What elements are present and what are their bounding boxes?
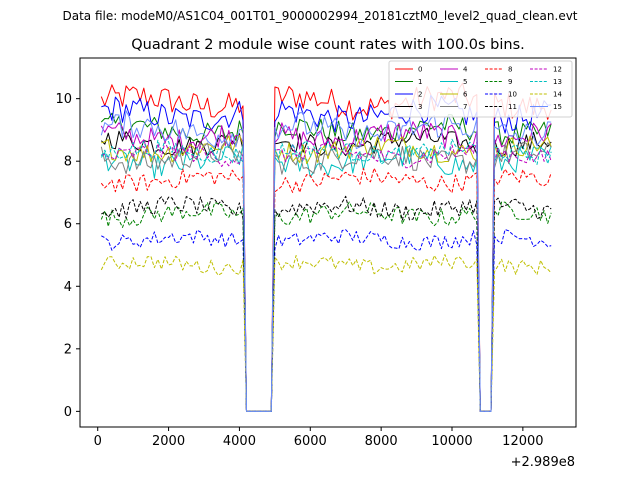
chart-suptitle: Data file: modeM0/AS1C04_001T01_90000029…: [62, 9, 577, 23]
series-line-8: [100, 167, 552, 412]
legend-label: 2: [418, 91, 422, 99]
legend-label: 4: [463, 66, 468, 74]
legend-label: 10: [508, 91, 517, 99]
series-line-7: [100, 141, 552, 412]
legend-label: 6: [463, 91, 468, 99]
legend-label: 3: [418, 103, 422, 111]
x-tick-label: 8000: [365, 434, 398, 449]
series-line-4: [100, 121, 552, 412]
y-tick-label: 10: [55, 92, 72, 107]
legend-label: 1: [418, 78, 422, 86]
y-tick-label: 2: [64, 342, 72, 357]
series-layer: [100, 82, 552, 412]
legend-label: 13: [553, 78, 562, 86]
x-offset-label: +2.989e8: [511, 455, 575, 470]
y-tick-label: 6: [64, 217, 72, 232]
y-tick-label: 8: [64, 155, 72, 170]
y-tick-label: 0: [64, 405, 72, 420]
legend-label: 0: [418, 66, 422, 74]
y-tick-label: 4: [64, 280, 72, 295]
series-line-13: [100, 138, 552, 412]
legend-label: 12: [553, 66, 562, 74]
legend-label: 8: [508, 66, 512, 74]
x-tick-label: 10000: [431, 434, 472, 449]
x-tick-label: 4000: [223, 434, 256, 449]
series-line-6: [101, 134, 552, 412]
series-line-10: [101, 229, 552, 412]
legend-label: 15: [553, 103, 562, 111]
legend-label: 14: [553, 91, 562, 99]
x-tick-label: 2000: [152, 434, 185, 449]
series-line-14: [100, 254, 552, 412]
series-line-15: [100, 110, 552, 412]
series-line-9: [100, 201, 552, 412]
x-tick-label: 6000: [294, 434, 327, 449]
axes-frame: [79, 57, 577, 428]
x-tick-label: 12000: [502, 434, 543, 449]
chart-title: Quadrant 2 module wise count rates with …: [131, 37, 525, 53]
legend-label: 9: [508, 78, 512, 86]
legend-label: 7: [463, 103, 467, 111]
series-line-12: [101, 141, 552, 412]
x-tick-label: 0: [94, 434, 102, 449]
legend-label: 11: [508, 103, 517, 111]
series-line-5: [100, 143, 552, 412]
legend-label: 5: [463, 78, 467, 86]
legend-frame: [388, 60, 573, 118]
